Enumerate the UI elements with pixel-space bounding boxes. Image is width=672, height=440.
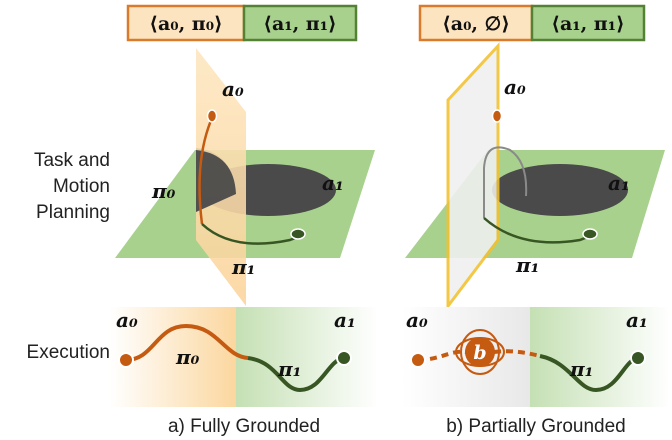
panel-b-exec-b-label: b <box>473 342 486 364</box>
panel-b-a1-point <box>582 228 598 240</box>
panel-b-execution: b a₀ a₁ π₁ <box>402 307 670 407</box>
panel-b-tamp: a₀ a₁ π₁ <box>405 42 665 311</box>
panel-b-grey-plane <box>446 42 500 311</box>
panel-a-exec-end-point <box>336 350 352 366</box>
panel-b-shadow-outline <box>483 146 528 218</box>
panel-b-tag-right-box <box>530 4 646 42</box>
panel-b-exec-b-circle <box>465 337 495 367</box>
panel-b-tag-right: ⟨a₁, π₁⟩ <box>551 13 624 35</box>
panel-a-pi0-label: π₀ <box>151 179 176 203</box>
row-label-tamp-line3: Planning <box>36 202 110 223</box>
row-label-execution: Execution <box>27 342 110 363</box>
row-label-tamp-line2: Motion <box>53 176 110 197</box>
panel-b-caption: b) Partially Grounded <box>446 416 626 437</box>
panel-a-tamp: a₀ a₁ π₀ π₁ <box>115 48 375 306</box>
panel-a-exec-a1-label: a₁ <box>334 308 356 332</box>
panel-a-tag-right: ⟨a₁, π₁⟩ <box>263 13 336 35</box>
panel-b-exec-end-point <box>630 350 646 366</box>
panel-b-exec-pi1-label: π₁ <box>569 357 593 381</box>
panel-a-a0-label: a₀ <box>222 77 244 101</box>
panel-a-exec-a0-label: a₀ <box>116 308 138 332</box>
panel-a-tags: ⟨a₀, π₀⟩ ⟨a₁, π₁⟩ <box>126 4 358 42</box>
panel-b-exec-a0-label: a₀ <box>406 308 428 332</box>
panel-b-exec-green-bg <box>530 307 670 407</box>
panel-a-pi1-label: π₁ <box>231 255 255 279</box>
panel-b-exec-a1-label: a₁ <box>626 308 648 332</box>
panel-a-tag-left-box <box>126 4 246 42</box>
row-label-tamp-line1: Task and <box>34 150 110 171</box>
panel-b-a1-label: a₁ <box>608 171 630 195</box>
panel-b-a0-label: a₀ <box>504 75 526 99</box>
panel-a-caption: a) Fully Grounded <box>168 416 320 437</box>
panel-a-a0-point <box>206 109 218 123</box>
panel-b-tag-left-box <box>418 4 534 42</box>
panel-a-tag-left: ⟨a₀, π₀⟩ <box>149 13 222 35</box>
panel-a-exec-start-point <box>118 352 134 368</box>
panel-a-a1-label: a₁ <box>322 171 344 195</box>
panel-b-exec-dashed-right <box>493 349 541 358</box>
panel-b-exec-b-node: b <box>455 329 505 375</box>
panel-a-pi0-path <box>198 117 214 225</box>
panel-a-exec-pi0-label: π₀ <box>175 345 200 369</box>
panel-a-a1-point <box>290 228 306 240</box>
panel-b-exec-b-orbit <box>460 329 500 375</box>
panel-b-tag-left: ⟨a₀, ∅⟩ <box>442 13 510 35</box>
panel-a-exec-green-bg <box>236 307 378 407</box>
panel-a-exec-pi0-path <box>125 323 249 362</box>
panel-b-pi1-label: π₁ <box>515 253 539 277</box>
panel-a-tag-right-box <box>242 4 358 42</box>
panel-a-exec-pi1-label: π₁ <box>277 357 301 381</box>
panel-b-a0-point <box>491 109 503 123</box>
panel-b-tags: ⟨a₀, ∅⟩ ⟨a₁, π₁⟩ <box>418 4 646 42</box>
row-label-tamp: Task and Motion Planning <box>34 150 110 223</box>
panel-a-exec-pi1-path <box>247 356 345 393</box>
panel-a-shadow-wedge-front <box>196 150 236 212</box>
panel-b-exec-pi1-path <box>539 354 639 393</box>
panel-b-exec-start-point <box>410 352 426 368</box>
panel-a-execution: a₀ a₁ π₀ π₁ <box>110 307 378 407</box>
